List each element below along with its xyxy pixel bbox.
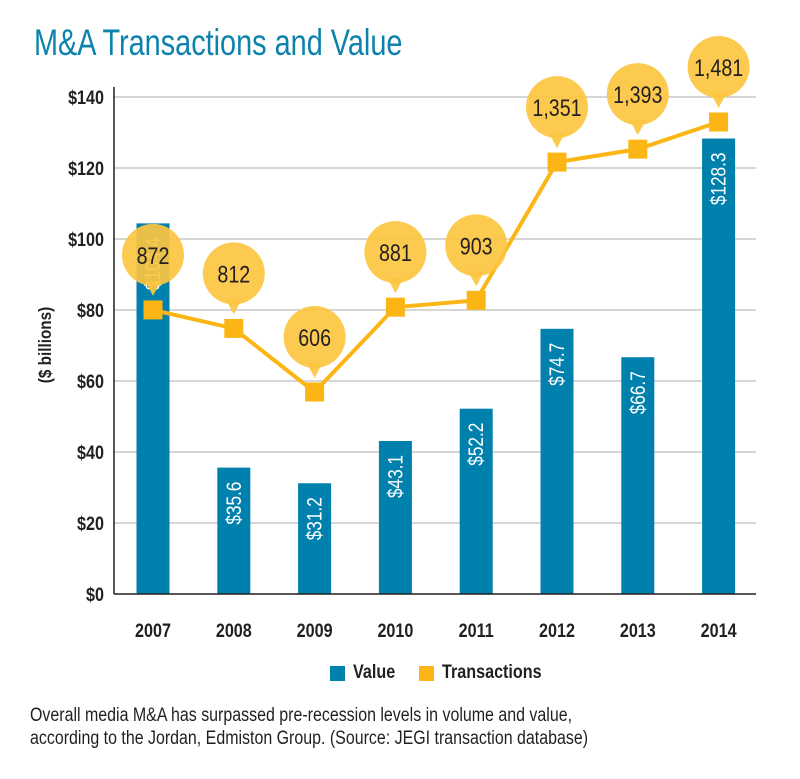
bar-value xyxy=(621,357,655,594)
bar-data-label: $52.2 xyxy=(466,423,489,466)
bar-data-label: $31.2 xyxy=(304,497,327,540)
transactions-bubble xyxy=(687,36,750,98)
transactions-marker xyxy=(466,290,486,310)
transactions-data-label: 881 xyxy=(379,239,412,266)
caption-line-2: according to the Jordan, Edmiston Group.… xyxy=(30,728,589,749)
x-tick-label: 2007 xyxy=(135,620,171,642)
bar-value xyxy=(217,467,251,594)
bar-data-label: $74.7 xyxy=(547,343,570,386)
transactions-data-label: 812 xyxy=(217,261,250,288)
transactions-bubble xyxy=(364,221,427,284)
y-axis-label: ($ billions) xyxy=(35,307,55,383)
transactions-data-label: 606 xyxy=(298,324,331,351)
bar-value xyxy=(459,408,493,594)
y-tick-label: $0 xyxy=(86,584,104,606)
legend-swatch-value xyxy=(330,665,345,681)
transactions-marker xyxy=(385,297,405,317)
caption-line-1: Overall media M&A has surpassed pre-rece… xyxy=(30,705,573,726)
transactions-data-label: 903 xyxy=(460,232,493,259)
legend-item-value: Value xyxy=(330,662,403,684)
transactions-marker xyxy=(709,112,729,132)
transactions-marker xyxy=(628,139,648,159)
x-tick-label: 2009 xyxy=(297,620,333,642)
transactions-bubble xyxy=(526,76,588,139)
x-tick-label: 2013 xyxy=(620,620,656,642)
bar-value xyxy=(540,328,574,594)
legend-label-transactions: Transactions xyxy=(441,662,542,683)
y-tick-label: $40 xyxy=(77,442,104,464)
transactions-data-label: 1,393 xyxy=(613,81,662,108)
bar-data-label: $128.3 xyxy=(708,153,731,206)
y-tick-label: $20 xyxy=(77,513,104,535)
caption: Overall media M&A has surpassed pre-rece… xyxy=(30,704,588,750)
y-tick-label: $140 xyxy=(68,87,104,109)
transactions-marker xyxy=(143,300,163,320)
x-tick-label: 2014 xyxy=(701,620,737,642)
transactions-data-label: 872 xyxy=(137,242,170,269)
bar-data-label: $35.6 xyxy=(223,482,246,525)
x-tick-label: 2012 xyxy=(539,620,575,642)
transactions-bubble xyxy=(202,242,265,305)
transactions-line xyxy=(152,120,720,395)
transactions-data-label: 1,481 xyxy=(694,54,743,81)
bar-value xyxy=(378,440,412,594)
x-tick-label: 2011 xyxy=(459,620,494,642)
chart-title: M&A Transactions and Value xyxy=(34,22,403,63)
transactions-marker xyxy=(224,318,244,338)
x-tick-label: 2010 xyxy=(377,620,413,642)
bar-value xyxy=(298,483,332,594)
y-tick-label: $120 xyxy=(68,158,104,180)
bar-data-label: $66.7 xyxy=(627,371,650,414)
bar-data-label: $43.1 xyxy=(385,455,408,498)
y-tick-label: $100 xyxy=(68,229,104,251)
transactions-marker xyxy=(547,152,567,172)
transactions-marker xyxy=(305,382,325,402)
legend-item-transactions: Transactions xyxy=(418,662,559,684)
y-tick-label: $60 xyxy=(77,371,104,393)
transactions-bubble xyxy=(606,63,669,126)
bar-value xyxy=(702,138,736,594)
transactions-data-label: 1,351 xyxy=(532,94,581,121)
transactions-bubble xyxy=(283,306,346,368)
legend: Value Transactions xyxy=(330,662,575,684)
transactions-bubble xyxy=(445,214,508,277)
y-tick-label: $80 xyxy=(77,300,104,322)
transactions-bubble xyxy=(122,223,184,286)
x-tick-label: 2008 xyxy=(216,620,252,642)
legend-label-value: Value xyxy=(353,662,396,683)
legend-swatch-transactions xyxy=(418,665,434,681)
